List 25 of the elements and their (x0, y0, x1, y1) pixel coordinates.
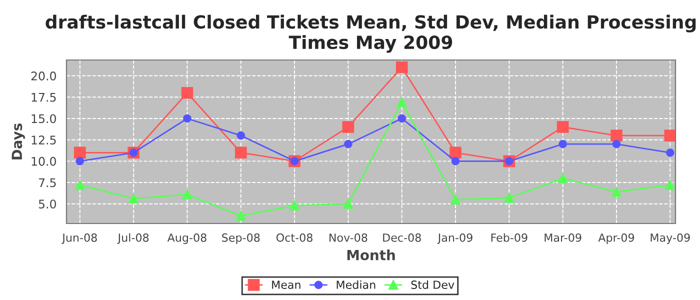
legend-label: Median (336, 280, 376, 289)
y-tick-label: 12.5 (32, 136, 56, 144)
y-tick-label: 10.0 (32, 156, 56, 166)
y-axis-title: Days (12, 124, 25, 160)
x-tick-label: Oct-08 (276, 233, 312, 242)
y-tick-label: 15.0 (32, 114, 56, 124)
legend-label: Std Dev (411, 280, 454, 289)
y-tick-label: 17.5 (32, 93, 56, 102)
x-tick-label: Jun-08 (62, 233, 97, 244)
x-axis-title: Month (347, 250, 395, 260)
x-tick-label: Sep-08 (222, 233, 260, 244)
x-tick-label: Nov-08 (330, 233, 368, 242)
x-tick-label: Feb-09 (491, 233, 528, 242)
y-tick-label: 20.0 (31, 72, 56, 80)
y-tick-label: 5.0 (38, 200, 56, 209)
legend-label: Mean (272, 280, 300, 289)
x-tick-label: Dec-08 (383, 233, 421, 242)
x-tick-label: Jan-09 (437, 233, 472, 244)
x-tick-label: Mar-09 (544, 233, 582, 242)
x-tick-label: Jul-08 (117, 233, 149, 244)
x-tick-label: Aug-08 (167, 233, 206, 244)
y-tick-label: 7.5 (38, 178, 56, 188)
x-tick-label: May-09 (650, 233, 690, 244)
chart-title: drafts-lastcall Closed Tickets Mean, Std Dev, Median Processing Times May 2009 (46, 14, 696, 53)
x-tick-label: Apr-09 (598, 233, 634, 244)
